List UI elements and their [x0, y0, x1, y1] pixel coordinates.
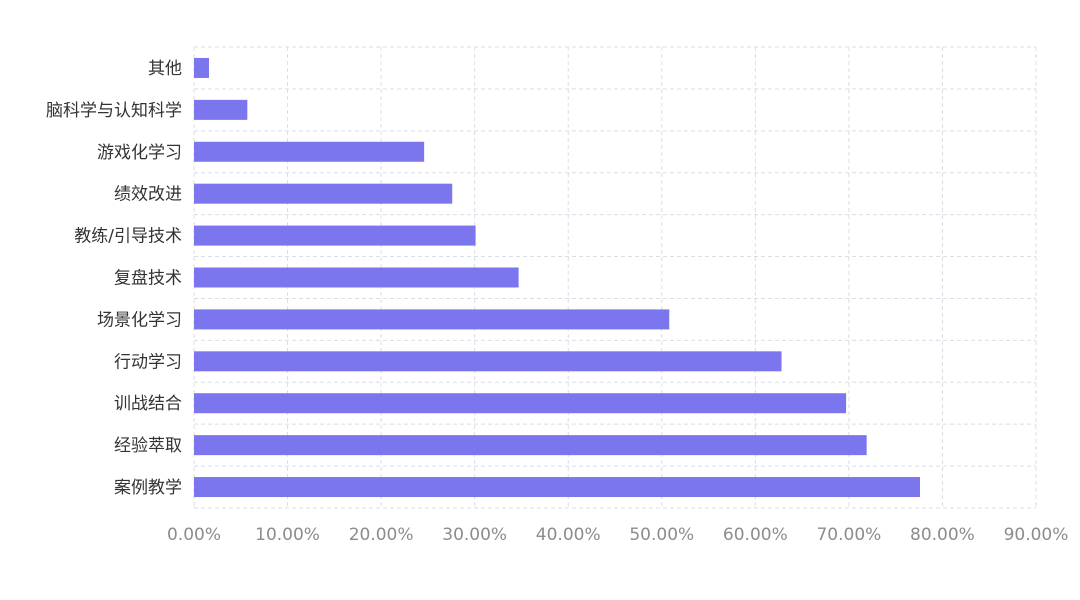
category-label: 行动学习 [114, 352, 182, 372]
category-label: 场景化学习 [97, 310, 182, 330]
x-tick-label: 0.00% [167, 525, 221, 545]
bar-layer [194, 57, 920, 498]
category-label-layer: 其他脑科学与认知科学游戏化学习绩效改进教练/引导技术复盘技术场景化学习行动学习训… [46, 59, 182, 498]
bar [194, 183, 453, 204]
category-label: 经验萃取 [114, 436, 182, 456]
bar [194, 99, 248, 120]
category-label: 训战结合 [114, 394, 182, 414]
bar [194, 435, 867, 456]
bar [194, 477, 920, 498]
category-label: 其他 [148, 59, 182, 79]
grid-layer [193, 46, 1037, 509]
bar [194, 225, 476, 246]
x-tick-label: 70.00% [816, 525, 881, 545]
x-tick-label: 60.00% [723, 525, 788, 545]
x-tick-label: 40.00% [536, 525, 601, 545]
category-label: 游戏化学习 [97, 143, 182, 163]
bar [194, 267, 519, 288]
x-tick-label: 80.00% [910, 525, 975, 545]
bar [194, 141, 425, 162]
category-label: 教练/引导技术 [74, 227, 182, 247]
x-tick-label: 30.00% [442, 525, 507, 545]
x-tick-label: 50.00% [629, 525, 694, 545]
bar [194, 57, 209, 78]
bar [194, 351, 782, 372]
category-label: 案例教学 [114, 478, 182, 498]
x-tick-label-layer: 0.00% 10.00% 20.00% 30.00% 40.00% 50.00% 60.00… [167, 525, 1068, 545]
category-label: 绩效改进 [114, 185, 182, 205]
x-tick-label: 90.00% [1004, 525, 1069, 545]
bar [194, 393, 847, 414]
x-tick-label: 10.00% [255, 525, 320, 545]
category-label: 脑科学与认知科学 [46, 101, 182, 121]
category-label: 复盘技术 [114, 269, 182, 289]
x-tick-label: 20.00% [349, 525, 414, 545]
bar [194, 309, 670, 330]
